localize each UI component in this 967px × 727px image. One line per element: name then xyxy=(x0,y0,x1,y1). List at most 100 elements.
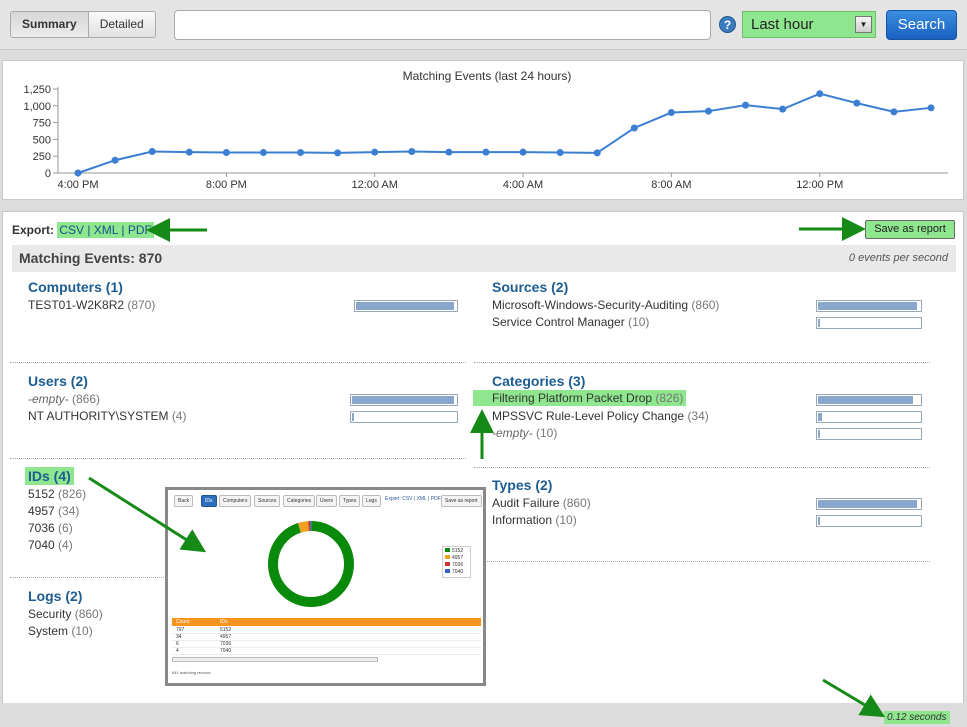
view-mode-toggle: Summary Detailed xyxy=(10,11,156,38)
x-tick-label: 8:00 PM xyxy=(206,179,247,191)
facet-item[interactable]: Information (10) xyxy=(492,513,577,527)
facet-bar xyxy=(816,428,922,440)
inset-export-links: Export: CSV | XML | PDF xyxy=(385,496,441,502)
top-toolbar: Summary Detailed ? Last hour ▼ Search xyxy=(0,0,967,50)
facet-item[interactable]: 7036 (6) xyxy=(28,521,73,535)
search-button[interactable]: Search xyxy=(886,10,957,40)
logs-facet-title[interactable]: Logs (2) xyxy=(28,588,83,604)
y-tick-label: 500 xyxy=(33,134,51,146)
search-input[interactable] xyxy=(174,10,711,40)
time-range-value: Last hour xyxy=(751,16,814,33)
legend-label: 7040 xyxy=(452,569,464,575)
inset-tab-users: Users xyxy=(316,495,338,507)
sources-facet-title[interactable]: Sources (2) xyxy=(492,279,569,295)
inset-tab-sources: Sources xyxy=(254,495,281,507)
legend-item: 7036 xyxy=(445,562,468,569)
facet-bar xyxy=(816,515,922,527)
table-cell: 4 xyxy=(176,648,179,654)
types-facet-title[interactable]: Types (2) xyxy=(492,477,553,493)
events-rate: 0 events per second xyxy=(848,252,948,264)
table-cell: 6 xyxy=(176,641,179,647)
facet-item[interactable]: Security (860) xyxy=(28,607,103,621)
facet-item[interactable]: Service Control Manager (10) xyxy=(492,315,650,329)
inset-save-button: Save as report xyxy=(441,495,482,507)
facet-bar xyxy=(816,317,922,329)
facet-bar xyxy=(350,394,458,406)
export-links[interactable]: CSV | XML | PDF xyxy=(57,222,154,238)
facet-item[interactable]: 7040 (4) xyxy=(28,538,73,552)
table-cell: 34 xyxy=(176,634,182,640)
data-point xyxy=(519,148,527,156)
data-point xyxy=(667,109,675,117)
legend-item: 7040 xyxy=(445,569,468,576)
donut-slice xyxy=(268,521,354,607)
x-tick-label: 4:00 AM xyxy=(503,179,543,191)
legend-swatch xyxy=(445,548,450,552)
data-point xyxy=(742,101,750,109)
facet-bar xyxy=(354,300,458,312)
facet-item[interactable]: -empty- (866) xyxy=(28,392,101,406)
legend-swatch xyxy=(445,555,450,559)
divider xyxy=(474,467,930,468)
x-tick-label: 4:00 PM xyxy=(58,179,99,191)
divider xyxy=(474,362,930,363)
facet-item[interactable]: -empty- (10) xyxy=(492,426,558,440)
facet-item[interactable]: MPSSVC Rule-Level Policy Change (34) xyxy=(492,409,709,423)
data-point xyxy=(222,149,230,157)
users-facet-title[interactable]: Users (2) xyxy=(28,373,88,389)
table-row: 797 5152 xyxy=(172,627,481,634)
inset-tab-computers: Computers xyxy=(219,495,252,507)
legend-swatch xyxy=(445,562,450,566)
facet-item[interactable]: Microsoft-Windows-Security-Auditing (860… xyxy=(492,298,720,312)
data-point xyxy=(74,169,82,177)
dropdown-arrow-icon[interactable]: ▼ xyxy=(855,16,872,33)
matching-events-header: Matching Events: 870 0 events per second xyxy=(12,245,956,272)
facet-bar xyxy=(816,394,922,406)
chart-title: Matching Events (last 24 hours) xyxy=(403,69,572,83)
inset-table-body: 797 5152 34 4957 6 7036 4 7040 xyxy=(172,627,481,655)
query-timing: 0.12 seconds xyxy=(884,711,950,724)
data-point xyxy=(779,105,787,113)
data-point xyxy=(297,149,305,157)
data-point xyxy=(334,149,342,157)
table-row: 6 7036 xyxy=(172,641,481,648)
facet-item[interactable]: 4957 (34) xyxy=(28,504,80,518)
facet-item[interactable]: NT AUTHORITY\SYSTEM (4) xyxy=(28,409,187,423)
legend-swatch xyxy=(445,569,450,573)
facet-item[interactable]: TEST01-W2K8R2 (870) xyxy=(28,298,156,312)
save-as-report-button[interactable]: Save as report xyxy=(865,220,955,239)
data-point xyxy=(111,156,119,164)
facet-bar xyxy=(816,498,922,510)
data-point xyxy=(371,148,379,156)
data-point xyxy=(927,104,935,112)
divider xyxy=(10,577,166,578)
legend-label: 5152 xyxy=(452,548,464,554)
data-point xyxy=(482,148,490,156)
divider xyxy=(10,458,466,459)
help-icon[interactable]: ? xyxy=(719,16,736,33)
inset-table-header: Count IDs xyxy=(172,618,481,626)
detailed-tab[interactable]: Detailed xyxy=(88,12,155,37)
x-tick-label: 12:00 AM xyxy=(351,179,397,191)
summary-tab[interactable]: Summary xyxy=(11,12,89,37)
facet-item[interactable]: System (10) xyxy=(28,624,93,638)
facet-item[interactable]: Audit Failure (860) xyxy=(492,496,591,510)
data-point xyxy=(704,107,712,115)
inset-scrollbar xyxy=(172,657,378,662)
table-cell: 797 xyxy=(176,627,185,633)
time-range-select[interactable]: Last hour ▼ xyxy=(742,11,876,38)
data-point xyxy=(630,124,638,132)
data-point xyxy=(259,149,267,157)
donut-slice xyxy=(268,521,354,607)
inset-footer-text: 841 matching records xyxy=(172,670,211,675)
events-chart-panel: Matching Events (last 24 hours) 0 250 500 75… xyxy=(2,60,964,200)
data-point xyxy=(853,99,861,107)
data-point xyxy=(816,90,824,98)
facet-item[interactable]: 5152 (826) xyxy=(28,487,87,501)
categories-facet-title[interactable]: Categories (3) xyxy=(492,373,586,389)
table-cell: 4957 xyxy=(220,634,232,640)
table-cell: 7036 xyxy=(220,641,232,647)
facet-item-selected[interactable]: Filtering Platform Packet Drop (826) xyxy=(473,390,687,406)
ids-facet-title[interactable]: IDs (4) xyxy=(25,467,74,485)
computers-facet-title[interactable]: Computers (1) xyxy=(28,279,123,295)
